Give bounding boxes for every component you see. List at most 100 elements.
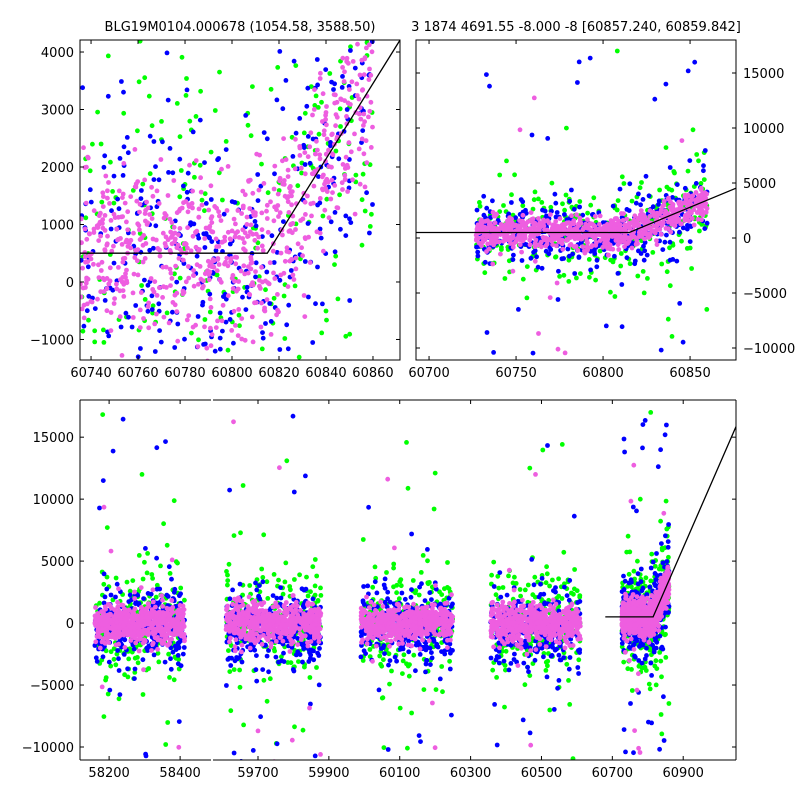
point-blue	[88, 187, 93, 192]
point-pink	[283, 259, 288, 264]
point-pink	[186, 264, 191, 269]
point-pink	[652, 229, 657, 234]
point-pink	[176, 745, 181, 750]
point-green	[260, 347, 265, 352]
point-green	[525, 264, 530, 269]
point-pink	[170, 233, 175, 238]
point-pink	[95, 225, 100, 230]
point-pink	[290, 221, 295, 226]
point-green	[572, 567, 577, 572]
point-pink	[528, 242, 533, 247]
point-pink	[100, 640, 105, 645]
point-blue	[300, 660, 305, 665]
point-green	[282, 294, 287, 299]
point-green	[99, 142, 104, 147]
point-pink	[120, 214, 125, 219]
point-pink	[584, 234, 589, 239]
point-pink	[571, 218, 576, 223]
point-pink	[225, 208, 230, 213]
point-pink	[272, 164, 277, 169]
point-green	[189, 331, 194, 336]
point-pink	[333, 123, 338, 128]
point-pink	[575, 248, 580, 253]
y-tick-label: 0	[66, 276, 74, 291]
point-pink	[475, 229, 480, 234]
point-green	[179, 168, 184, 173]
point-pink	[287, 259, 292, 264]
point-pink	[84, 201, 89, 206]
point-pink	[102, 247, 107, 252]
point-blue	[315, 83, 320, 88]
point-blue	[348, 48, 353, 53]
point-green	[398, 577, 403, 582]
point-pink	[658, 210, 663, 215]
point-green	[378, 662, 383, 667]
point-green	[141, 577, 146, 582]
point-pink	[327, 215, 332, 220]
point-pink	[245, 234, 250, 239]
point-pink	[171, 178, 176, 183]
point-green	[433, 471, 438, 476]
point-pink	[224, 256, 229, 261]
point-pink	[323, 186, 328, 191]
point-pink	[263, 279, 268, 284]
point-pink	[616, 242, 621, 247]
point-blue	[175, 322, 180, 327]
point-pink	[609, 229, 614, 234]
point-blue	[195, 254, 200, 259]
point-blue	[577, 60, 582, 65]
point-blue	[274, 655, 279, 660]
y-tick-label: 2000	[41, 161, 74, 176]
point-pink	[208, 326, 213, 331]
point-blue	[509, 200, 514, 205]
point-pink	[593, 214, 598, 219]
point-pink	[621, 235, 626, 240]
point-pink	[241, 204, 246, 209]
point-blue	[292, 59, 297, 64]
point-pink	[543, 244, 548, 249]
point-blue	[611, 204, 616, 209]
point-pink	[138, 202, 143, 207]
point-pink	[616, 247, 621, 252]
point-pink	[321, 249, 326, 254]
point-green	[382, 745, 387, 750]
point-green	[110, 189, 115, 194]
point-blue	[117, 206, 122, 211]
point-pink	[350, 177, 355, 182]
point-green	[401, 659, 406, 664]
point-pink	[660, 204, 665, 209]
point-green	[276, 578, 281, 583]
point-pink	[128, 631, 133, 636]
point-pink	[231, 286, 236, 291]
point-pink	[236, 279, 241, 284]
point-pink	[216, 256, 221, 261]
point-pink	[677, 200, 682, 205]
point-green	[90, 142, 95, 147]
point-pink	[312, 87, 317, 92]
point-green	[297, 355, 302, 360]
point-green	[526, 583, 531, 588]
point-green	[653, 564, 658, 569]
point-pink	[186, 276, 191, 281]
point-pink	[215, 268, 220, 273]
point-pink	[173, 293, 178, 298]
point-green	[389, 669, 394, 674]
point-blue	[555, 210, 560, 215]
point-blue	[201, 300, 206, 305]
point-pink	[124, 268, 129, 273]
point-pink	[366, 115, 371, 120]
point-pink	[265, 216, 270, 221]
point-green	[425, 558, 430, 563]
point-green	[659, 732, 664, 737]
point-pink	[218, 277, 223, 282]
point-pink	[349, 149, 354, 154]
point-pink	[647, 214, 652, 219]
point-blue	[570, 252, 575, 257]
point-pink	[158, 254, 163, 259]
point-green	[293, 63, 298, 68]
point-green	[217, 70, 222, 75]
point-blue	[474, 245, 479, 250]
point-pink	[351, 59, 356, 64]
point-green	[512, 575, 517, 580]
point-green	[494, 592, 499, 597]
